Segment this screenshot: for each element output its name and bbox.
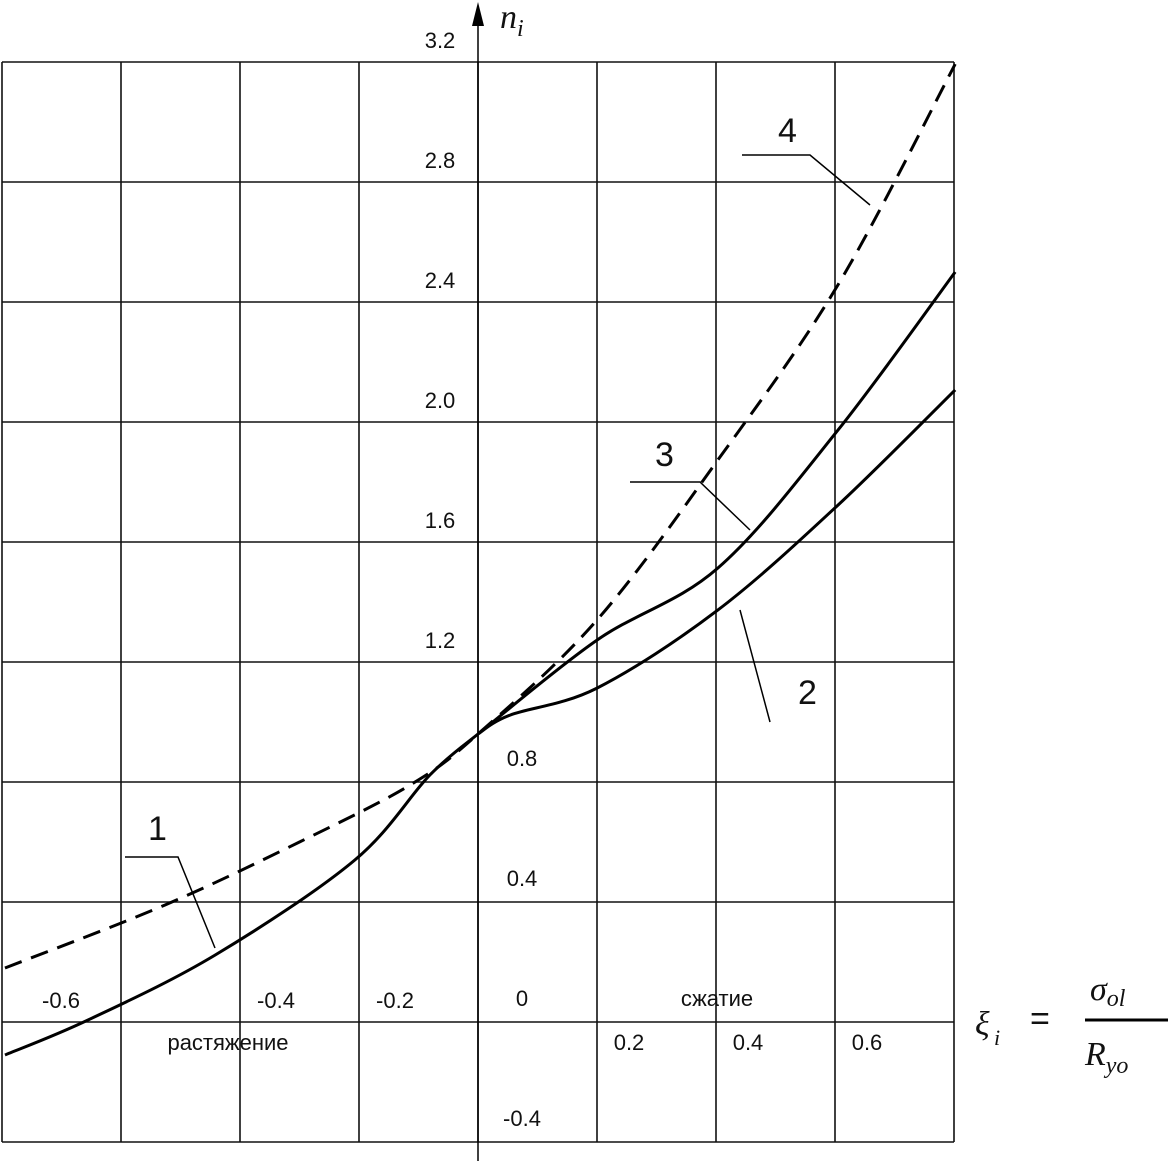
y-tick-label: 2.4: [425, 268, 456, 293]
leader-2: [739, 609, 771, 723]
leaders: [125, 2, 871, 1161]
y-tick-label: 2.8: [425, 148, 456, 173]
x-label-den-sub: yo: [1104, 1053, 1129, 1079]
x-tick-label: 0.2: [614, 1030, 645, 1055]
x-label-symbol: ξ: [975, 1006, 990, 1043]
leader-4: [742, 154, 871, 206]
x-label-num-main: σ: [1090, 971, 1108, 1008]
x-label-denominator: Ryo: [1084, 1036, 1128, 1079]
x-label-sub: i: [994, 1025, 1000, 1050]
series-label: 1: [148, 810, 167, 848]
y-axis-arrow: [472, 2, 484, 26]
curve: [477, 388, 957, 736]
y-tick-label: 1.2: [425, 628, 456, 653]
series-label: 2: [798, 674, 817, 712]
y-tick-label: 0.4: [507, 866, 538, 891]
curve: [4, 732, 479, 1057]
x-tick-label: 0.6: [852, 1030, 883, 1055]
x-label-numerator: σol: [1090, 971, 1126, 1012]
y-label-sub: i: [517, 16, 524, 42]
leader-3: [630, 481, 751, 531]
x-tick-label: -0.2: [376, 988, 414, 1013]
y-tick-label: 3.2: [425, 28, 456, 53]
x-tick-label: -0.4: [257, 988, 295, 1013]
y-label: ni: [500, 0, 524, 42]
series-label: 4: [778, 112, 797, 150]
annotation-tension: растяжение: [167, 1030, 288, 1055]
y-tick-label: 2.0: [425, 388, 456, 413]
x-label-den-main: R: [1084, 1036, 1106, 1073]
series-label: 3: [655, 436, 674, 474]
curve: [4, 63, 957, 970]
y-label-main: n: [500, 0, 517, 36]
curve: [477, 271, 957, 736]
x-tick-label: -0.6: [42, 988, 80, 1013]
annotation-compression: сжатие: [681, 986, 753, 1011]
x-label-num-sub: ol: [1107, 986, 1126, 1012]
y-tick-label: 1.6: [425, 508, 456, 533]
x-tick-label: 0.4: [733, 1030, 764, 1055]
y-tick-label: 0: [516, 986, 528, 1011]
x-label-equals: =: [1030, 1000, 1050, 1038]
y-tick-label: -0.4: [503, 1106, 541, 1131]
y-tick-label: 0.8: [507, 746, 538, 771]
x-label: ξ i = σol Ryo: [975, 971, 1168, 1079]
leader-1: [125, 856, 216, 949]
